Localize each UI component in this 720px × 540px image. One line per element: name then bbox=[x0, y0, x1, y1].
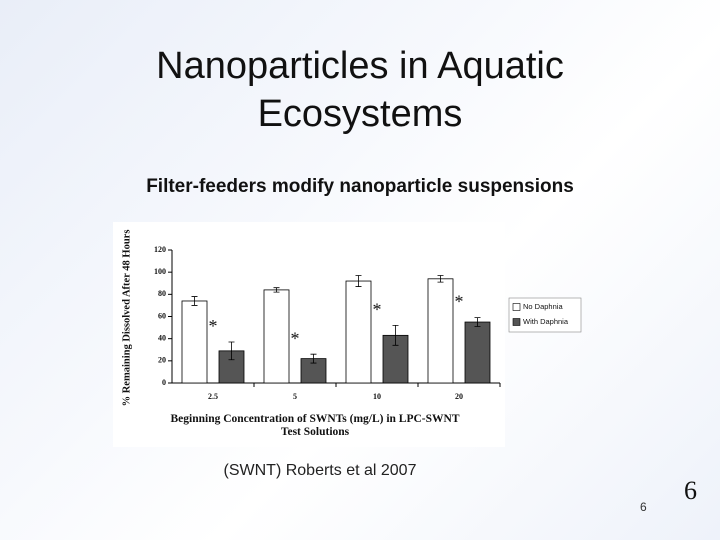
x-tick-label: 2.5 bbox=[208, 392, 218, 401]
x-tick-label: 10 bbox=[373, 392, 381, 401]
annotation: * bbox=[373, 299, 382, 319]
bar bbox=[218, 350, 245, 384]
y-tick-label: 0 bbox=[162, 378, 166, 387]
legend-label: With Daphnia bbox=[523, 317, 569, 326]
bar bbox=[181, 300, 208, 384]
error-bar bbox=[191, 296, 198, 306]
error-bar bbox=[228, 341, 235, 361]
y-tick-label: 40 bbox=[158, 333, 166, 342]
y-tick-label: 80 bbox=[158, 289, 166, 298]
legend-label: No Daphnia bbox=[523, 302, 563, 311]
bar bbox=[427, 278, 454, 384]
bar bbox=[345, 280, 372, 384]
error-bar bbox=[474, 317, 481, 327]
slide-subtitle: Filter-feeders modify nanoparticle suspe… bbox=[146, 176, 574, 197]
annotation: * bbox=[209, 316, 218, 336]
error-bar bbox=[355, 275, 362, 287]
y-axis-label: % Remaining Dissolved After 48 Hours bbox=[121, 230, 132, 407]
annotation: * bbox=[455, 292, 464, 312]
bar bbox=[464, 321, 491, 384]
error-bar bbox=[392, 324, 399, 346]
error-bar bbox=[273, 287, 280, 293]
legend-box bbox=[508, 297, 582, 333]
page-number-large: 6 bbox=[684, 476, 697, 505]
caption: (SWNT) Roberts et al 2007 bbox=[223, 462, 417, 479]
x-tick-label: 20 bbox=[455, 392, 463, 401]
slide-title: Nanoparticles in Aquatic Ecosystems bbox=[156, 45, 564, 135]
y-tick-label: 60 bbox=[158, 311, 166, 320]
y-tick-label: 120 bbox=[154, 245, 166, 254]
y-tick-label: 100 bbox=[154, 267, 166, 276]
error-bar bbox=[310, 353, 317, 364]
legend-swatch bbox=[512, 318, 521, 326]
x-axis-label: Beginning Concentration of SWNTs (mg/L) … bbox=[170, 413, 460, 438]
error-bar bbox=[437, 275, 444, 283]
page-number: 6 bbox=[640, 500, 647, 514]
bar bbox=[263, 289, 290, 384]
legend-swatch bbox=[512, 303, 521, 311]
x-tick-label: 5 bbox=[293, 392, 297, 401]
annotation: * bbox=[291, 328, 300, 348]
y-tick-label: 20 bbox=[158, 356, 166, 365]
